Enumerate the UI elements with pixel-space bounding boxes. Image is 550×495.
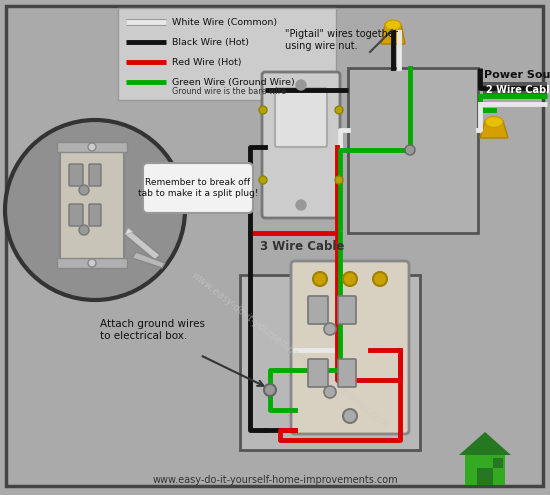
FancyBboxPatch shape: [262, 72, 340, 218]
Ellipse shape: [385, 20, 401, 30]
Text: Remember to break off
tab to make it a split plug!: Remember to break off tab to make it a s…: [138, 178, 258, 198]
FancyBboxPatch shape: [118, 8, 336, 100]
Circle shape: [335, 176, 343, 184]
FancyBboxPatch shape: [69, 204, 83, 226]
FancyBboxPatch shape: [89, 204, 101, 226]
Text: Green Wire (Ground Wire): Green Wire (Ground Wire): [172, 78, 295, 87]
Text: 3 Wire Cable: 3 Wire Cable: [260, 241, 344, 253]
Polygon shape: [132, 252, 165, 268]
FancyBboxPatch shape: [483, 82, 547, 98]
FancyBboxPatch shape: [338, 296, 356, 324]
Text: Black Wire (Hot): Black Wire (Hot): [172, 38, 249, 47]
Text: www.easy-do-it-yourself-home-improvements.com: www.easy-do-it-yourself-home-improvement…: [190, 270, 390, 430]
Circle shape: [335, 106, 343, 114]
FancyBboxPatch shape: [308, 359, 328, 387]
Circle shape: [79, 225, 89, 235]
Polygon shape: [480, 121, 508, 138]
Circle shape: [88, 143, 96, 151]
Circle shape: [313, 272, 327, 286]
FancyBboxPatch shape: [57, 142, 127, 152]
Circle shape: [88, 259, 96, 267]
FancyBboxPatch shape: [275, 88, 327, 147]
Circle shape: [259, 176, 267, 184]
Text: Attach ground wires
to electrical box.: Attach ground wires to electrical box.: [100, 319, 205, 341]
FancyBboxPatch shape: [308, 296, 328, 324]
FancyBboxPatch shape: [465, 455, 505, 485]
Circle shape: [405, 145, 415, 155]
FancyBboxPatch shape: [493, 458, 503, 468]
FancyBboxPatch shape: [143, 163, 253, 213]
FancyBboxPatch shape: [291, 261, 409, 434]
Text: Ground wire is the bare wire: Ground wire is the bare wire: [172, 87, 286, 96]
Circle shape: [296, 200, 306, 210]
Circle shape: [324, 386, 336, 398]
Text: Power Source: Power Source: [484, 70, 550, 80]
FancyBboxPatch shape: [240, 275, 420, 450]
FancyBboxPatch shape: [477, 468, 493, 485]
FancyBboxPatch shape: [6, 6, 543, 486]
FancyBboxPatch shape: [57, 258, 127, 268]
Circle shape: [264, 384, 276, 396]
Text: Red Wire (Hot): Red Wire (Hot): [172, 57, 241, 66]
Text: www.easy-do-it-yourself-home-improvements.com: www.easy-do-it-yourself-home-improvement…: [152, 475, 398, 485]
Text: White Wire (Common): White Wire (Common): [172, 17, 277, 27]
Text: 2 Wire Cable: 2 Wire Cable: [486, 85, 550, 95]
Text: "Pigtail" wires together
using wire nut.: "Pigtail" wires together using wire nut.: [285, 29, 398, 51]
FancyBboxPatch shape: [348, 68, 478, 233]
FancyBboxPatch shape: [338, 359, 356, 387]
Circle shape: [324, 323, 336, 335]
Circle shape: [343, 272, 357, 286]
Polygon shape: [459, 432, 511, 455]
Circle shape: [343, 409, 357, 423]
FancyBboxPatch shape: [69, 164, 83, 186]
Circle shape: [373, 272, 387, 286]
FancyBboxPatch shape: [60, 148, 124, 262]
Ellipse shape: [485, 116, 503, 128]
Circle shape: [259, 106, 267, 114]
Circle shape: [296, 80, 306, 90]
FancyBboxPatch shape: [89, 164, 101, 186]
Circle shape: [79, 185, 89, 195]
Polygon shape: [125, 228, 133, 235]
Circle shape: [5, 120, 185, 300]
Polygon shape: [381, 24, 405, 44]
Polygon shape: [125, 230, 160, 260]
